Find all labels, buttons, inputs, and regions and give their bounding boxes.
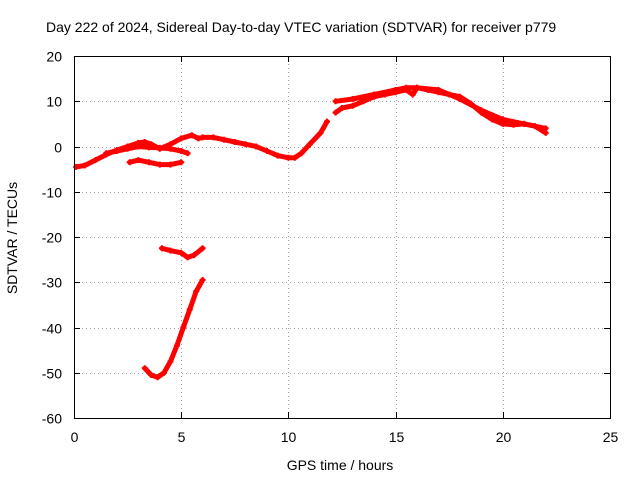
data-point [178, 159, 185, 166]
data-point [339, 105, 345, 111]
data-point [178, 249, 185, 256]
data-point [148, 372, 155, 378]
data-point [317, 129, 324, 136]
data-point [392, 86, 399, 93]
data-point [184, 254, 191, 261]
data-point [191, 252, 198, 259]
data-series [73, 84, 549, 381]
data-point [126, 159, 133, 166]
data-point [156, 161, 163, 168]
data-point [409, 91, 416, 98]
data-point [274, 152, 281, 159]
y-tick-label: -30 [42, 275, 62, 291]
data-point [371, 91, 378, 98]
data-point [499, 116, 506, 123]
data-point [306, 141, 313, 148]
data-point [221, 136, 228, 143]
series-track-g [141, 277, 206, 381]
data-point [231, 139, 238, 145]
series-main-track [73, 118, 330, 170]
data-point [542, 125, 549, 132]
data-point [414, 84, 420, 91]
data-point [199, 134, 206, 141]
data-point [161, 369, 167, 376]
data-point [521, 120, 528, 127]
data-point [188, 132, 195, 139]
data-point [146, 159, 152, 166]
data-point [178, 135, 185, 142]
y-tick-label: 0 [54, 140, 62, 156]
data-point [103, 150, 110, 157]
data-point [186, 306, 193, 313]
series-track-b [103, 143, 191, 157]
axis-ticks: 0 5 10 15 20 25 -60 -50 -40 -30 -20 -10 0 10 20 [42, 49, 619, 446]
data-point [403, 84, 410, 91]
data-point [199, 277, 206, 283]
x-tick-label: 25 [603, 429, 619, 445]
data-point [253, 143, 260, 150]
x-tick-label: 15 [389, 429, 405, 445]
y-tick-label: 20 [46, 49, 62, 65]
y-tick-label: -50 [42, 366, 62, 382]
data-point [199, 245, 206, 252]
x-axis-label: GPS time / hours [287, 457, 394, 473]
data-point [173, 342, 180, 349]
data-point [167, 358, 174, 365]
data-point [141, 365, 148, 372]
y-axis-label: SDTVAR / TECUs [4, 182, 20, 294]
data-point [349, 102, 356, 109]
data-point [178, 148, 185, 154]
data-point [146, 144, 152, 151]
data-point [210, 134, 217, 141]
data-point [135, 157, 142, 164]
data-point [291, 154, 298, 161]
x-tick-label: 5 [178, 429, 186, 445]
data-point [349, 96, 356, 102]
y-tick-label: -10 [42, 185, 62, 201]
data-point [435, 86, 442, 93]
data-point [332, 109, 339, 116]
data-point [184, 150, 191, 157]
data-point [193, 288, 200, 295]
data-point [167, 247, 174, 254]
data-point [264, 148, 270, 154]
series-line [333, 85, 549, 131]
data-point [167, 145, 174, 152]
data-point [158, 245, 165, 252]
data-point [180, 324, 187, 331]
y-tick-label: -60 [42, 411, 62, 427]
data-point [456, 96, 463, 102]
data-point [124, 145, 131, 152]
data-point [332, 98, 339, 105]
data-point [135, 143, 142, 150]
y-tick-label: -20 [42, 230, 62, 246]
data-point [324, 118, 330, 125]
y-tick-label: 10 [46, 94, 62, 110]
series-track-e [332, 84, 549, 132]
x-tick-label: 20 [496, 429, 512, 445]
series-track-f [158, 245, 206, 261]
data-point [154, 374, 161, 381]
data-point [478, 107, 485, 114]
data-point [81, 162, 88, 169]
data-point [141, 139, 148, 145]
data-point [156, 144, 163, 151]
chart-title: Day 222 of 2024, Sidereal Day-to-day VTE… [46, 19, 556, 35]
data-point [92, 157, 99, 164]
x-tick-label: 10 [281, 429, 297, 445]
series-line [142, 277, 206, 380]
data-point [113, 148, 120, 154]
data-point [167, 161, 174, 168]
data-point [298, 150, 305, 157]
x-tick-label: 0 [71, 429, 79, 445]
series-track-c [126, 157, 185, 168]
data-point [242, 141, 249, 148]
y-tick-label: -40 [42, 321, 62, 337]
data-point [285, 154, 292, 161]
